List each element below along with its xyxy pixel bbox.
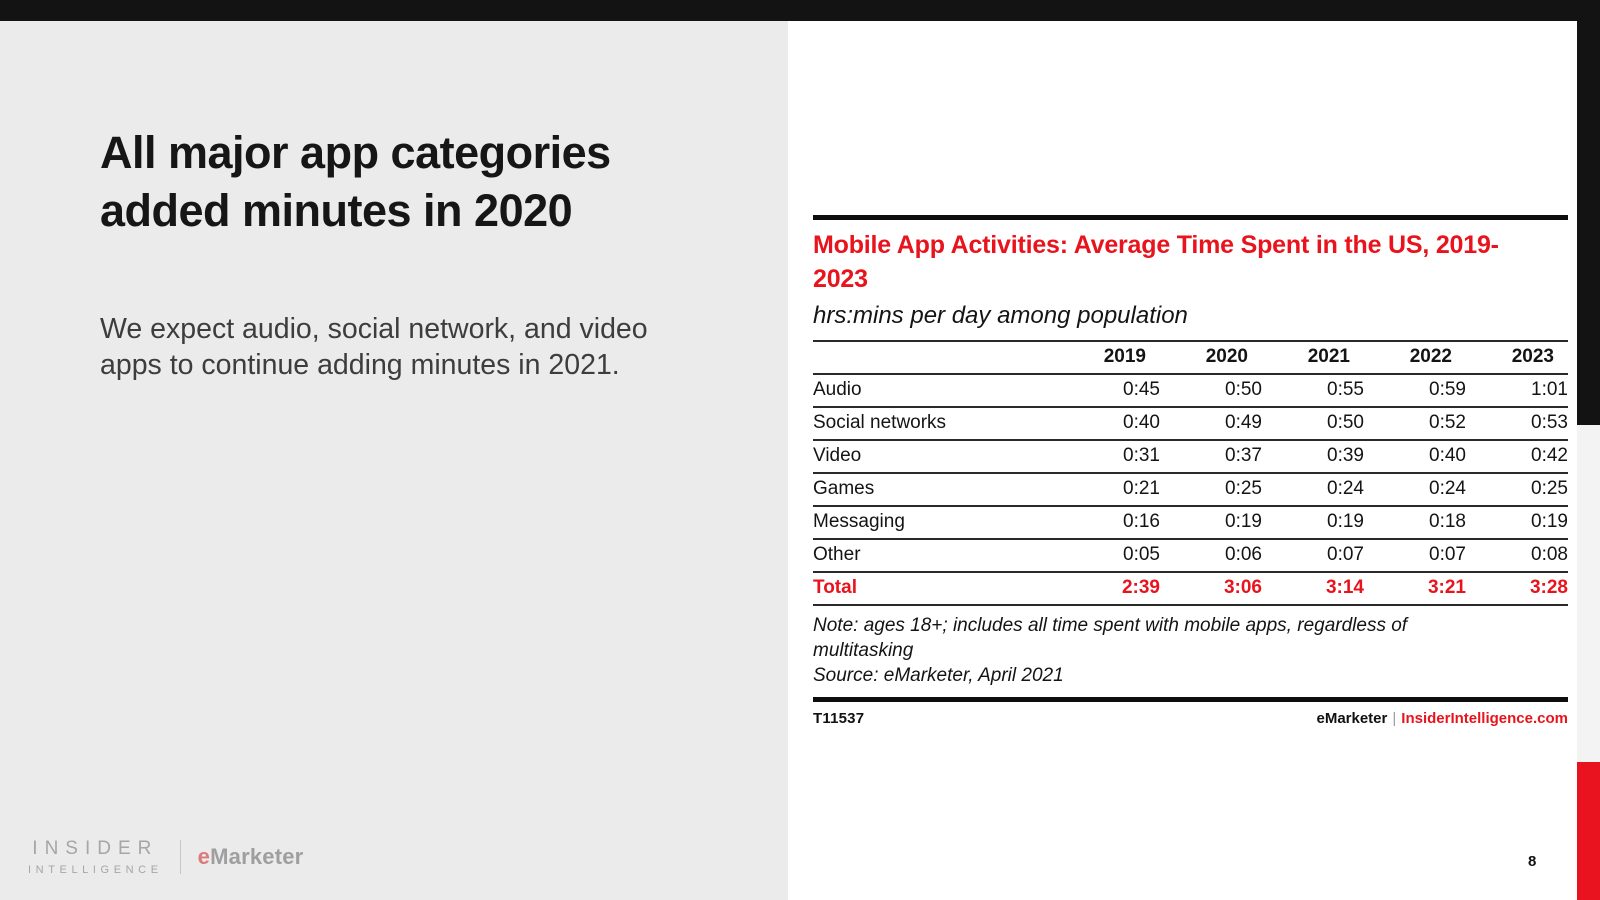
time-value-cell: 0:37 (1160, 439, 1262, 474)
brand-logos: INSIDER INTELLIGENCE eMarketer (28, 838, 303, 876)
table-row: Messaging 0:16 0:19 0:19 0:18 0:19 (813, 505, 1568, 540)
time-value-cell: 0:42 (1466, 439, 1568, 474)
time-value-cell: 0:39 (1262, 439, 1364, 474)
table-row: Other 0:05 0:06 0:07 0:07 0:08 (813, 538, 1568, 573)
right-edge-gray-strip (1577, 425, 1600, 762)
emarketer-logo-rest: Marketer (210, 844, 304, 869)
chart-title: Mobile App Activities: Average Time Spen… (813, 231, 1499, 293)
left-gray-panel (0, 21, 788, 900)
time-value-cell: 1:01 (1466, 373, 1568, 408)
row-label: Audio (813, 373, 1058, 408)
chart-top-rule (813, 215, 1568, 220)
footer-site-url: InsiderIntelligence.com (1401, 710, 1568, 728)
time-value-cell: 3:14 (1262, 571, 1364, 606)
time-value-cell: 0:07 (1262, 538, 1364, 573)
chart-footer-brand-line: eMarketer | InsiderIntelligence.com (1316, 710, 1568, 727)
time-value-cell: 0:19 (1466, 505, 1568, 540)
time-value-cell: 0:05 (1058, 538, 1160, 573)
time-value-cell: 0:50 (1262, 406, 1364, 441)
chart-note: Note: ages 18+; includes all time spent … (813, 614, 1408, 661)
time-value-cell: 0:45 (1058, 373, 1160, 408)
time-value-cell: 0:24 (1364, 472, 1466, 507)
time-value-cell: 0:07 (1364, 538, 1466, 573)
insider-intelligence-logo: INSIDER INTELLIGENCE (28, 838, 163, 876)
time-value-cell: 0:53 (1466, 406, 1568, 441)
time-value-cell: 0:40 (1058, 406, 1160, 441)
year-column-header: 2020 (1160, 339, 1262, 375)
insider-logo-line1: INSIDER (32, 838, 159, 859)
year-column-header: 2019 (1058, 339, 1160, 375)
time-value-cell: 0:25 (1160, 472, 1262, 507)
time-value-cell: 0:24 (1262, 472, 1364, 507)
chart-subtitle: hrs:mins per day among population (813, 301, 1188, 329)
time-value-cell: 0:59 (1364, 373, 1466, 408)
table-header-row: 2019 2020 2021 2022 2023 (813, 339, 1568, 375)
time-value-cell: 0:31 (1058, 439, 1160, 474)
footer-brand: eMarketer (1316, 710, 1388, 728)
time-value-cell: 0:06 (1160, 538, 1262, 573)
chart-id: T11537 (813, 710, 865, 728)
time-value-cell: 3:28 (1466, 571, 1568, 606)
chart-footer: T11537 eMarketer | InsiderIntelligence.com (813, 710, 1568, 727)
row-label: Total (813, 571, 1058, 606)
table-body: Audio 0:45 0:50 0:55 0:59 1:01 Social networks… (813, 373, 1568, 606)
table-row: Audio 0:45 0:50 0:55 0:59 1:01 (813, 373, 1568, 408)
time-value-cell: 0:50 (1160, 373, 1262, 408)
table-corner-cell (813, 339, 1058, 375)
top-bar (0, 0, 1600, 21)
footer-separator: | (1392, 710, 1397, 728)
chart-bottom-rule (813, 697, 1568, 703)
chart-card: Mobile App Activities: Average Time Spen… (813, 215, 1568, 727)
time-value-cell: 0:21 (1058, 472, 1160, 507)
time-value-cell: 3:21 (1364, 571, 1466, 606)
emarketer-logo: eMarketer (198, 844, 304, 870)
page-number: 8 (1528, 853, 1537, 870)
insider-logo-line2: INTELLIGENCE (28, 864, 163, 876)
row-label: Social networks (813, 406, 1058, 441)
row-label: Messaging (813, 505, 1058, 540)
time-value-cell: 0:16 (1058, 505, 1160, 540)
chart-source: Source: eMarketer, April 2021 (813, 665, 1064, 687)
year-column-header: 2021 (1262, 339, 1364, 375)
row-label: Games (813, 472, 1058, 507)
slide-body-text: We expect audio, social network, and vid… (100, 313, 648, 381)
time-value-cell: 0:49 (1160, 406, 1262, 441)
time-value-cell: 0:52 (1364, 406, 1466, 441)
logo-divider (179, 840, 181, 874)
slide-title: All major app categories added minutes i… (100, 127, 611, 236)
time-spent-table: 2019 2020 2021 2022 2023 Audio 0:45 0:50 0:55 0:… (813, 339, 1568, 606)
emarketer-logo-e: e (197, 844, 211, 869)
table-total-row: Total 2:39 3:06 3:14 3:21 3:28 (813, 571, 1568, 606)
time-value-cell: 0:19 (1160, 505, 1262, 540)
table-row: Video 0:31 0:37 0:39 0:40 0:42 (813, 439, 1568, 474)
time-value-cell: 3:06 (1160, 571, 1262, 606)
right-edge-red-strip (1577, 762, 1600, 900)
row-label: Other (813, 538, 1058, 573)
table-row: Games 0:21 0:25 0:24 0:24 0:25 (813, 472, 1568, 507)
time-value-cell: 0:25 (1466, 472, 1568, 507)
row-label: Video (813, 439, 1058, 474)
right-edge-black-strip (1577, 0, 1600, 425)
year-column-header: 2022 (1364, 339, 1466, 375)
time-value-cell: 0:18 (1364, 505, 1466, 540)
time-value-cell: 2:39 (1058, 571, 1160, 606)
time-value-cell: 0:55 (1262, 373, 1364, 408)
table-row: Social networks 0:40 0:49 0:50 0:52 0:53 (813, 406, 1568, 441)
time-value-cell: 0:40 (1364, 439, 1466, 474)
time-value-cell: 0:08 (1466, 538, 1568, 573)
year-column-header: 2023 (1466, 339, 1568, 375)
time-value-cell: 0:19 (1262, 505, 1364, 540)
